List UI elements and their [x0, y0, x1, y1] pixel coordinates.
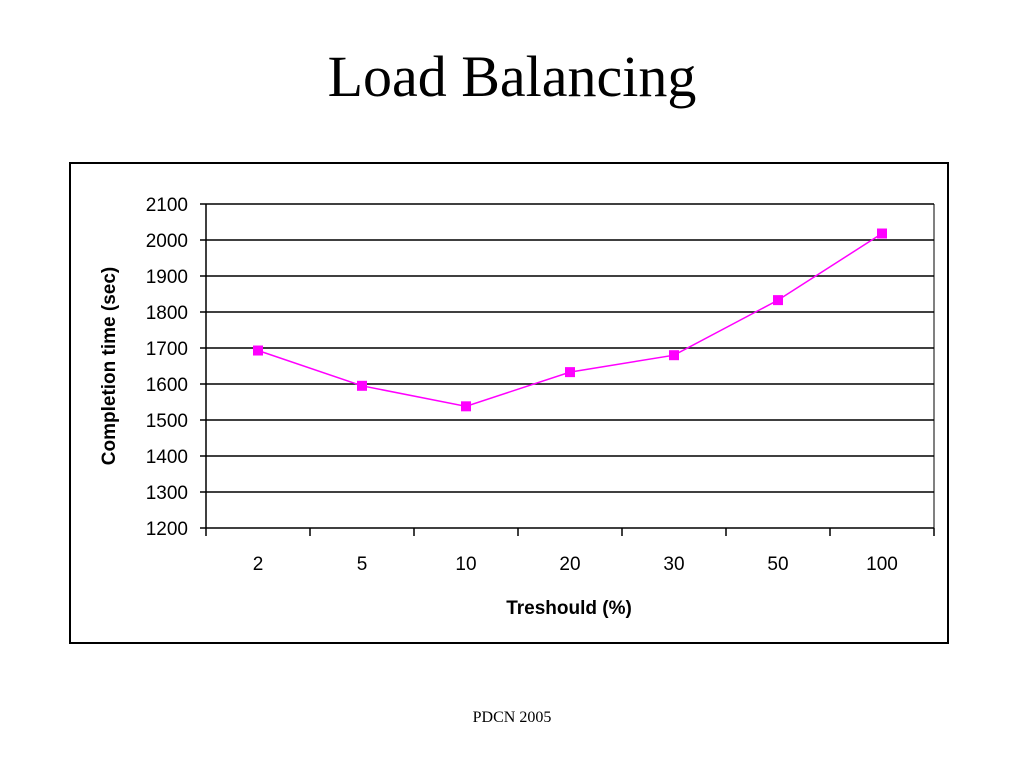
x-tick-label: 10: [455, 554, 476, 575]
x-tick-label: 20: [559, 554, 580, 575]
y-tick-label: 1600: [146, 375, 188, 396]
x-tick-label: 30: [663, 554, 684, 575]
slide-footer: PDCN 2005: [472, 709, 552, 726]
y-tick-label: 1500: [146, 411, 188, 432]
axes: [200, 203, 935, 536]
data-point-marker: [253, 345, 263, 356]
data-point-marker: [461, 401, 471, 412]
chart-frame: 1200 1300 1400 1500 1600 1700 1800 1900 2000 2100…: [69, 162, 949, 644]
y-tick-label: 1300: [146, 483, 188, 504]
line-chart: 1200130014001500160017001800190020002100…: [99, 195, 935, 619]
data-point-marker: [565, 367, 575, 378]
x-tick-label: 100: [866, 554, 898, 575]
gridlines: [206, 203, 935, 528]
y-tick-label: 1700: [146, 339, 188, 360]
tick-labels: 1200130014001500160017001800190020002100…: [146, 195, 898, 575]
series-line: [257, 232, 883, 408]
x-tick-label: 50: [767, 554, 788, 575]
data-point-marker: [669, 350, 679, 361]
data-point-marker: [773, 295, 783, 306]
y-axis-label: Completion time (sec): [99, 267, 120, 465]
series: [253, 228, 887, 412]
data-point-marker: [877, 228, 887, 239]
slide-title: Load Balancing: [327, 44, 697, 109]
y-tick-label: 1400: [146, 447, 188, 468]
y-tick-label: 2100: [146, 195, 188, 216]
y-tick-label: 1200: [146, 519, 188, 540]
y-tick-label: 1800: [146, 303, 188, 324]
x-tick-label: 5: [357, 554, 368, 575]
x-axis-label: Treshould (%): [506, 598, 632, 619]
data-point-marker: [357, 380, 367, 391]
x-tick-label: 2: [253, 554, 264, 575]
y-tick-label: 2000: [146, 231, 188, 252]
y-tick-label: 1900: [146, 267, 188, 288]
